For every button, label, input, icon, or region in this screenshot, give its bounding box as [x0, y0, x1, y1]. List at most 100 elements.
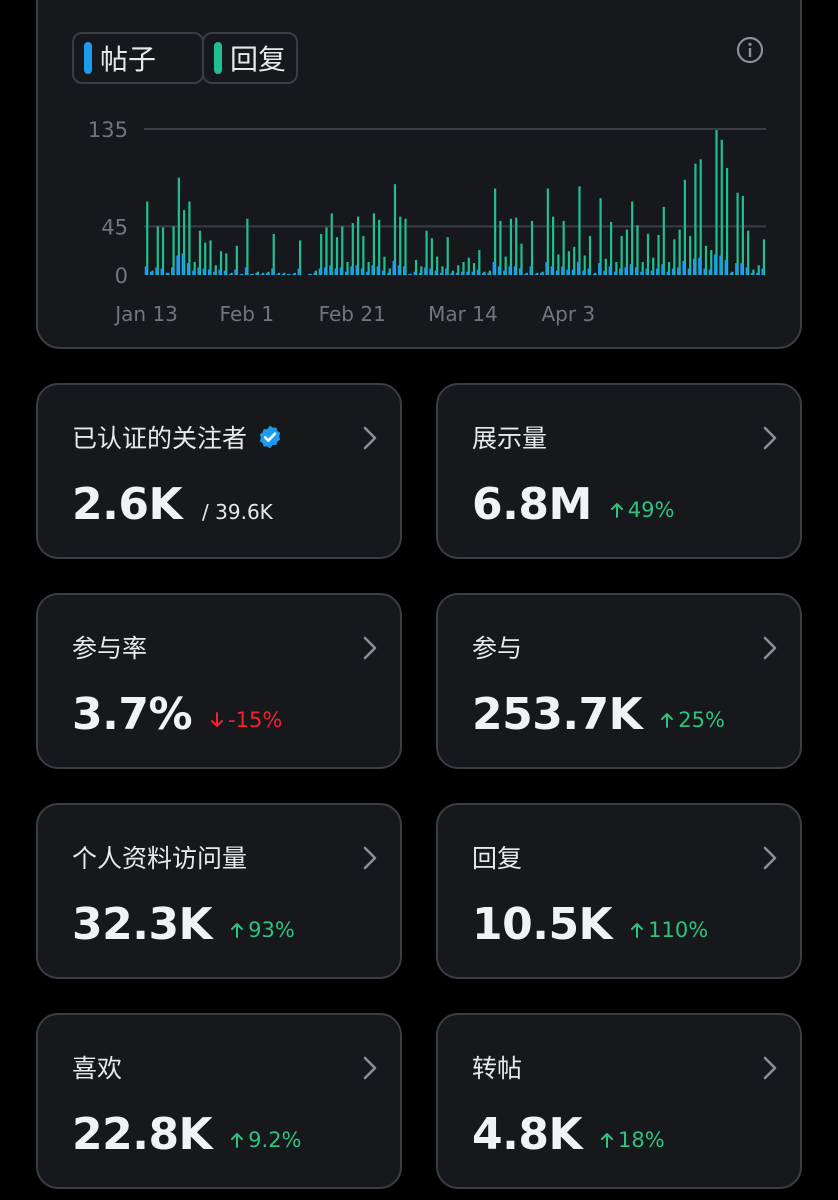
reply-bar[interactable] [330, 213, 333, 275]
post-bar[interactable] [355, 265, 359, 275]
reply-bar[interactable] [610, 222, 613, 275]
reply-bar[interactable] [430, 238, 433, 275]
chevron-right-icon[interactable] [362, 425, 378, 451]
metric-card-verified-followers[interactable]: 已认证的关注者 2.6K / 39.6K [36, 383, 402, 559]
post-bar[interactable] [413, 271, 417, 275]
reply-bar[interactable] [715, 130, 718, 275]
chevron-right-icon[interactable] [762, 1055, 778, 1081]
reply-bar[interactable] [388, 268, 391, 275]
reply-bar[interactable] [710, 250, 713, 275]
reply-bar[interactable] [499, 220, 502, 275]
post-bar[interactable] [613, 271, 617, 275]
reply-bar[interactable] [594, 272, 597, 275]
legend-posts-toggle[interactable]: 帖子 [72, 32, 204, 84]
chevron-right-icon[interactable] [762, 635, 778, 661]
post-bar[interactable] [418, 272, 422, 275]
post-bar[interactable] [345, 271, 348, 275]
post-bar[interactable] [650, 270, 654, 275]
metric-card-impressions[interactable]: 展示量 6.8M 49% [436, 383, 802, 559]
reply-bar[interactable] [219, 251, 223, 275]
post-bar[interactable] [192, 270, 195, 275]
reply-bar[interactable] [636, 225, 639, 275]
post-bar[interactable] [745, 267, 749, 275]
reply-bar[interactable] [620, 236, 623, 275]
chevron-right-icon[interactable] [762, 425, 778, 451]
reply-bar[interactable] [488, 270, 491, 275]
reply-bar[interactable] [367, 262, 370, 275]
post-bar[interactable] [424, 267, 427, 275]
post-bar[interactable] [550, 266, 554, 275]
reply-bar[interactable] [204, 242, 207, 275]
reply-bar[interactable] [230, 272, 233, 275]
reply-bar[interactable] [736, 192, 739, 275]
post-bar[interactable] [598, 263, 601, 275]
chevron-right-icon[interactable] [362, 1055, 378, 1081]
post-bar[interactable] [703, 268, 707, 275]
post-bar[interactable] [218, 269, 222, 275]
reply-bar[interactable] [193, 262, 196, 275]
reply-bar[interactable] [183, 210, 186, 275]
post-bar[interactable] [545, 262, 548, 275]
reply-bar[interactable] [351, 223, 354, 275]
reply-bar[interactable] [457, 265, 460, 275]
reply-bar[interactable] [172, 226, 175, 275]
post-bar[interactable] [677, 267, 680, 275]
reply-bar[interactable] [704, 245, 708, 275]
post-bar[interactable] [471, 271, 475, 275]
post-bar[interactable] [387, 272, 390, 275]
post-bar[interactable] [671, 268, 675, 275]
post-bar[interactable] [334, 268, 338, 275]
post-bar[interactable] [403, 266, 406, 275]
reply-bar[interactable] [325, 227, 328, 275]
reply-bar[interactable] [631, 201, 634, 275]
post-bar[interactable] [455, 272, 459, 275]
post-bar[interactable] [350, 266, 353, 275]
post-bar[interactable] [276, 273, 280, 275]
chevron-right-icon[interactable] [762, 845, 778, 871]
post-bar[interactable] [160, 268, 164, 275]
post-bar[interactable] [682, 260, 685, 275]
post-bar[interactable] [592, 273, 596, 275]
post-bar[interactable] [629, 264, 633, 275]
post-bar[interactable] [698, 257, 701, 275]
reply-bar[interactable] [657, 234, 660, 275]
post-bar[interactable] [155, 267, 158, 275]
reply-bar[interactable] [725, 167, 729, 275]
post-bar[interactable] [255, 272, 259, 275]
reply-bar[interactable] [599, 198, 602, 275]
reply-bar[interactable] [472, 263, 476, 275]
post-bar[interactable] [408, 273, 411, 275]
post-bar[interactable] [207, 269, 211, 275]
reply-bar[interactable] [277, 272, 281, 275]
reply-bar[interactable] [646, 233, 650, 275]
reply-bar[interactable] [235, 245, 238, 275]
post-bar[interactable] [186, 263, 190, 275]
post-bar[interactable] [250, 273, 253, 275]
reply-bar[interactable] [320, 233, 323, 275]
reply-bar[interactable] [515, 217, 518, 275]
reply-bar[interactable] [625, 229, 629, 275]
reply-bar[interactable] [752, 269, 755, 275]
reply-bar[interactable] [578, 186, 581, 275]
post-bar[interactable] [529, 266, 533, 275]
post-bar[interactable] [318, 268, 322, 275]
post-bar[interactable] [229, 273, 232, 275]
reply-bar[interactable] [546, 188, 549, 275]
post-bar[interactable] [603, 270, 606, 275]
reply-bar[interactable] [757, 265, 760, 275]
metric-card-engagement-rate[interactable]: 参与率 3.7% -15% [36, 593, 402, 769]
post-bar[interactable] [271, 268, 274, 275]
post-bar[interactable] [144, 266, 148, 275]
post-bar[interactable] [750, 272, 754, 275]
post-bar[interactable] [761, 268, 765, 275]
post-bar[interactable] [724, 259, 728, 275]
chevron-right-icon[interactable] [362, 845, 378, 871]
post-bar[interactable] [534, 273, 538, 275]
post-bar[interactable] [561, 266, 564, 275]
metric-card-engagements[interactable]: 参与 253.7K 25% [436, 593, 802, 769]
post-bar[interactable] [619, 268, 622, 275]
reply-bar[interactable] [652, 257, 655, 275]
reply-bar[interactable] [262, 272, 265, 275]
post-bar[interactable] [740, 263, 743, 275]
reply-bar[interactable] [246, 218, 249, 275]
